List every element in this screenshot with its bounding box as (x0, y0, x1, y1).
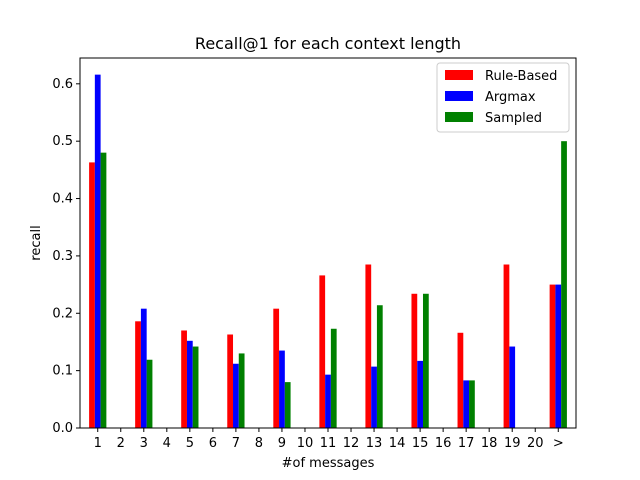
bar-sampled-15 (422, 293, 429, 428)
bar-argmax-3 (140, 308, 147, 428)
x-axis-label: #of messages (282, 456, 375, 471)
y-tick-label: 0.3 (52, 249, 73, 264)
bar-rule-based-3 (135, 321, 141, 428)
x-axis: 1 2 3 4 5 6 7 8 9 10 11 12 13 14 15 16 17 18 19 20 > (94, 428, 564, 451)
y-tick-label: 0.0 (52, 421, 73, 436)
bar-rule-based-1 (89, 162, 95, 428)
bar-argmax-17 (463, 380, 470, 428)
x-tick-label: 12 (343, 436, 360, 451)
x-tick-label: 1 (94, 436, 102, 451)
bar-rule-based-5 (181, 330, 187, 428)
x-tick-label: 17 (458, 436, 475, 451)
x-tick-label: 9 (278, 436, 286, 451)
legend-swatch-rule-based (445, 70, 473, 80)
bar-argmax-9 (279, 350, 285, 428)
bar-rule-based-19 (503, 264, 510, 428)
bar-argmax-19 (509, 346, 516, 428)
bar-argmax-1 (94, 74, 101, 428)
x-tick-label: 18 (481, 436, 498, 451)
bar-argmax-7 (233, 363, 239, 428)
x-tick-label: 8 (255, 436, 263, 451)
legend: Rule-Based Argmax Sampled (436, 62, 570, 133)
y-tick-label: 0.4 (52, 192, 73, 207)
legend-label-sampled: Sampled (485, 111, 542, 126)
bar-sampled-17 (469, 380, 475, 428)
legend-swatch-argmax (445, 91, 473, 101)
bar-argmax-15 (417, 360, 423, 428)
bar-sampled-21 (561, 141, 567, 428)
bar-rule-based-11 (319, 275, 326, 428)
bar-rule-based-7 (227, 334, 234, 428)
bar-sampled-13 (376, 305, 383, 428)
legend-label-argmax: Argmax (485, 90, 536, 105)
x-tick-label: 5 (186, 436, 194, 451)
chart-title: Recall@1 for each context length (195, 34, 461, 53)
bar-sampled-11 (330, 328, 337, 428)
bar-rule-based-13 (365, 264, 372, 428)
x-tick-label: 20 (527, 436, 544, 451)
x-tick-label: > (553, 436, 564, 451)
bar-rule-based-17 (457, 332, 464, 428)
bar-argmax-11 (325, 374, 331, 428)
bar-argmax-21 (555, 284, 562, 428)
x-tick-label: 16 (435, 436, 452, 451)
bar-rule-based-9 (273, 308, 280, 428)
y-axis-label: recall (29, 225, 44, 260)
y-axis: 0.0 0.1 0.2 0.3 0.4 0.5 0.6 (52, 77, 80, 436)
y-tick-label: 0.2 (52, 306, 73, 321)
bar-sampled-5 (192, 346, 199, 428)
x-tick-label: 4 (163, 436, 171, 451)
x-tick-label: 14 (389, 436, 406, 451)
bar-sampled-9 (284, 382, 291, 428)
bar-rule-based-15 (411, 293, 418, 428)
bar-rule-based-21 (549, 284, 556, 428)
bar-sampled-1 (100, 152, 107, 428)
x-tick-label: 19 (504, 436, 521, 451)
bar-sampled-3 (146, 359, 153, 428)
bar-argmax-5 (186, 340, 193, 428)
bar-argmax-13 (371, 366, 377, 428)
x-tick-label: 11 (320, 436, 337, 451)
bar-sampled-7 (238, 353, 245, 428)
x-tick-label: 7 (232, 436, 240, 451)
x-tick-label: 3 (140, 436, 148, 451)
legend-swatch-sampled (445, 112, 473, 122)
x-tick-label: 13 (366, 436, 383, 451)
legend-label-rule-based: Rule-Based (485, 69, 557, 84)
y-tick-label: 0.6 (52, 77, 73, 92)
x-tick-label: 10 (297, 436, 314, 451)
x-tick-label: 15 (412, 436, 429, 451)
y-tick-label: 0.5 (52, 134, 73, 149)
x-tick-label: 2 (117, 436, 125, 451)
y-tick-label: 0.1 (52, 364, 73, 379)
x-tick-label: 6 (209, 436, 217, 451)
bars-layer (89, 74, 567, 428)
